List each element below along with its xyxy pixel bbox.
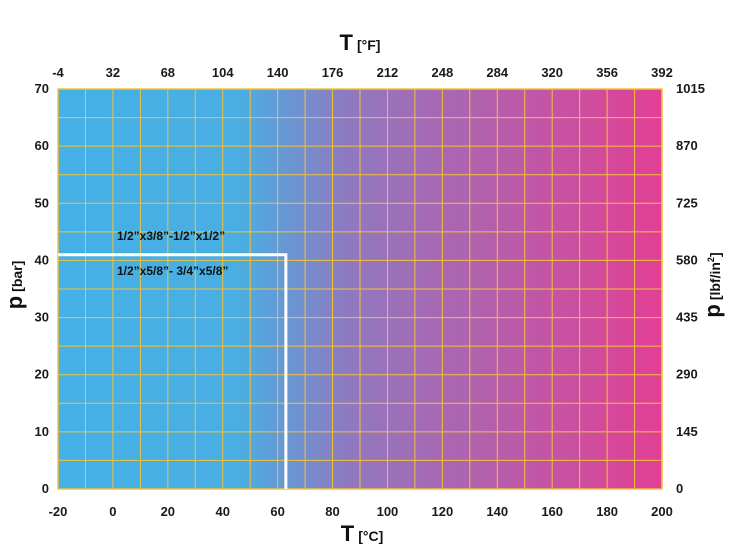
x-tick-label-fahrenheit: 248 bbox=[432, 65, 454, 80]
x-tick-label-fahrenheit: -4 bbox=[52, 65, 64, 80]
y-tick-label-psi: 870 bbox=[676, 138, 698, 153]
x-tick-label-fahrenheit: 284 bbox=[486, 65, 508, 80]
y-tick-label-bar: 70 bbox=[35, 81, 49, 96]
x-tick-label-celsius: 80 bbox=[325, 504, 339, 519]
y-tick-label-bar: 20 bbox=[35, 367, 49, 382]
x-tick-label-fahrenheit: 104 bbox=[212, 65, 234, 80]
y-tick-label-bar: 30 bbox=[35, 310, 49, 325]
x-tick-label-celsius: -20 bbox=[49, 504, 68, 519]
x-tick-label-fahrenheit: 32 bbox=[106, 65, 120, 80]
grid bbox=[57, 88, 663, 490]
x-tick-label-celsius: 160 bbox=[541, 504, 563, 519]
annotation-size-1: 1/2”x3/8”-1/2”x1/2” bbox=[117, 229, 225, 243]
y-tick-label-bar: 40 bbox=[35, 252, 49, 267]
x-tick-label-fahrenheit: 68 bbox=[161, 65, 175, 80]
x-tick-label-celsius: 120 bbox=[432, 504, 454, 519]
x-tick-label-celsius: 0 bbox=[109, 504, 116, 519]
y-tick-label-bar: 0 bbox=[42, 481, 49, 496]
x-tick-label-celsius: 20 bbox=[161, 504, 175, 519]
y-tick-label-psi: 145 bbox=[676, 424, 698, 439]
annotation-size-2: 1/2”x5/8”- 3/4”x5/8” bbox=[117, 264, 228, 278]
y-tick-label-psi: 290 bbox=[676, 367, 698, 382]
x-tick-label-fahrenheit: 392 bbox=[651, 65, 673, 80]
y-tick-label-psi: 725 bbox=[676, 195, 698, 210]
y-tick-label-bar: 60 bbox=[35, 138, 49, 153]
x-tick-label-fahrenheit: 212 bbox=[377, 65, 399, 80]
y-tick-label-bar: 10 bbox=[35, 424, 49, 439]
x-tick-label-fahrenheit: 140 bbox=[267, 65, 289, 80]
right-axis-title: p[lbf/in2] bbox=[700, 252, 725, 317]
top-axis-title: T [°F] bbox=[340, 30, 381, 55]
x-tick-label-celsius: 180 bbox=[596, 504, 618, 519]
x-tick-label-celsius: 100 bbox=[377, 504, 399, 519]
y-tick-label-psi: 1015 bbox=[676, 81, 705, 96]
left-axis-title: p[bar] bbox=[2, 261, 27, 310]
x-tick-label-fahrenheit: 356 bbox=[596, 65, 618, 80]
x-tick-label-celsius: 40 bbox=[215, 504, 229, 519]
y-tick-label-psi: 580 bbox=[676, 252, 698, 267]
x-tick-label-fahrenheit: 320 bbox=[541, 65, 563, 80]
x-tick-label-celsius: 60 bbox=[270, 504, 284, 519]
tick-labels: -20 0 20 40 60 80 100 120 140 160 180 200-4 32 68 104 1… bbox=[35, 65, 705, 519]
y-tick-label-psi: 0 bbox=[676, 481, 683, 496]
bottom-axis-title: T [°C] bbox=[341, 521, 384, 546]
plot-frame bbox=[57, 88, 663, 490]
y-tick-label-bar: 50 bbox=[35, 195, 49, 210]
y-tick-label-psi: 435 bbox=[676, 310, 698, 325]
rating-boundary-line bbox=[58, 253, 288, 489]
x-tick-label-celsius: 200 bbox=[651, 504, 673, 519]
x-tick-label-celsius: 140 bbox=[486, 504, 508, 519]
x-tick-label-fahrenheit: 176 bbox=[322, 65, 344, 80]
